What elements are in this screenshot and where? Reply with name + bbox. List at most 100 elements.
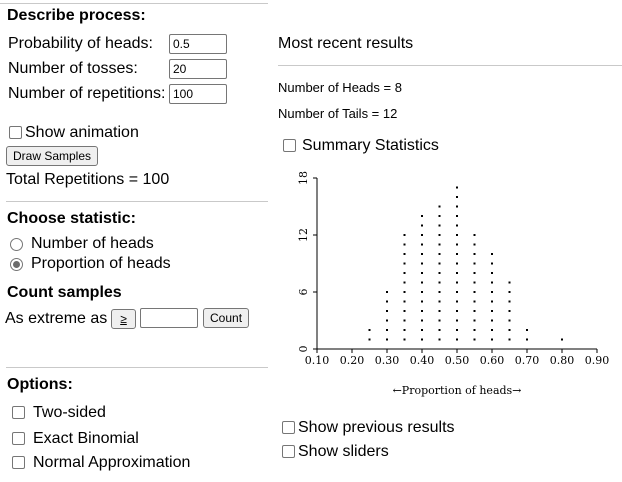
dot-mark <box>368 338 371 341</box>
y-tick-label: 0 <box>297 346 310 353</box>
dot-mark <box>473 272 476 274</box>
two-sided-label: Two-sided <box>33 404 106 421</box>
dot-mark <box>403 329 406 331</box>
exact-binomial-checkbox[interactable] <box>12 432 25 445</box>
dot-mark <box>473 262 476 265</box>
count-button[interactable]: Count <box>203 308 250 328</box>
dot-mark <box>491 262 493 265</box>
show-sliders-checkbox[interactable] <box>282 445 295 458</box>
dot-mark <box>403 262 406 265</box>
exact-binomial-label: Exact Binomial <box>33 430 139 447</box>
dot-mark <box>421 234 423 236</box>
dot-mark <box>438 262 441 265</box>
number-of-heads-result: Number of Heads = 8 <box>278 80 402 95</box>
summary-statistics-checkbox[interactable] <box>283 139 296 152</box>
top-divider <box>0 3 268 4</box>
dot-mark <box>508 338 511 341</box>
draw-samples-button[interactable]: Draw Samples <box>6 146 99 166</box>
dot-mark <box>473 338 476 341</box>
divider-options <box>6 367 268 368</box>
dot-mark <box>421 291 423 293</box>
dot-mark <box>403 281 406 284</box>
x-axis-label: ←Proportion of heads→ <box>393 384 522 397</box>
dot-mark <box>473 310 476 312</box>
dot-mark <box>473 329 476 331</box>
dot-mark <box>421 262 423 265</box>
x-tick-label: 0.10 <box>305 354 330 367</box>
options-heading: Options: <box>7 376 73 393</box>
count-value-input[interactable] <box>140 308 198 328</box>
dot-mark <box>403 243 406 246</box>
dot-mark <box>508 281 511 284</box>
num-reps-input[interactable] <box>169 84 227 104</box>
dot-mark <box>508 319 511 322</box>
x-tick-label: 0.70 <box>515 354 540 367</box>
dot-mark <box>473 300 476 303</box>
show-sliders-label: Show sliders <box>298 443 389 460</box>
dot-mark <box>438 319 441 322</box>
total-repetitions-text: Total Repetitions = 100 <box>6 171 170 188</box>
dot-mark <box>561 338 563 341</box>
x-tick-label: 0.20 <box>340 354 365 367</box>
dot-mark <box>438 300 441 303</box>
x-tick-label: 0.80 <box>550 354 575 367</box>
dot-mark <box>403 300 406 303</box>
show-previous-results-checkbox[interactable] <box>282 421 295 434</box>
prob-heads-input[interactable] <box>169 34 227 54</box>
proportion-of-heads-label: Proportion of heads <box>31 255 171 272</box>
dot-mark <box>456 319 458 322</box>
dot-mark <box>438 253 441 255</box>
most-recent-results-heading: Most recent results <box>278 35 414 52</box>
num-tosses-label: Number of tosses: <box>8 60 138 77</box>
dot-mark <box>403 338 406 341</box>
number-of-heads-label: Number of heads <box>31 235 154 252</box>
dot-mark <box>438 329 441 331</box>
y-tick-label: 18 <box>297 171 310 185</box>
x-tick-label: 0.30 <box>375 354 400 367</box>
dot-mark <box>456 186 458 189</box>
dot-mark <box>508 310 511 312</box>
dot-mark <box>421 281 423 284</box>
x-tick-label: 0.60 <box>480 354 505 367</box>
dot-mark <box>421 319 423 322</box>
dot-mark <box>438 310 441 312</box>
dot-mark <box>386 338 388 341</box>
two-sided-checkbox[interactable] <box>12 406 25 419</box>
dot-mark <box>386 291 388 293</box>
count-samples-heading: Count samples <box>7 284 122 301</box>
proportion-of-heads-radio[interactable] <box>10 258 23 271</box>
divider-statistic <box>6 201 268 202</box>
dot-mark <box>456 215 458 217</box>
dot-mark <box>421 338 423 341</box>
dot-mark <box>421 329 423 331</box>
number-of-heads-radio[interactable] <box>10 238 23 251</box>
dot-mark <box>438 272 441 274</box>
dot-mark <box>438 338 441 341</box>
dot-mark <box>421 300 423 303</box>
dot-mark <box>473 319 476 322</box>
dot-mark <box>473 291 476 293</box>
results-divider <box>278 65 622 66</box>
dot-mark <box>403 291 406 293</box>
show-animation-label: Show animation <box>25 124 139 141</box>
num-reps-label: Number of repetitions: <box>8 85 166 102</box>
dot-mark <box>491 338 493 341</box>
dot-mark <box>438 234 441 236</box>
show-animation-checkbox[interactable] <box>9 126 22 139</box>
dot-mark <box>456 272 458 274</box>
comparison-operator-button[interactable]: ≥ <box>111 309 136 329</box>
dot-mark <box>456 243 458 246</box>
normal-approximation-checkbox[interactable] <box>12 456 25 469</box>
dot-mark <box>438 291 441 293</box>
dot-mark <box>456 262 458 265</box>
dot-mark <box>421 224 423 227</box>
num-tosses-input[interactable] <box>169 59 227 79</box>
dot-mark <box>491 253 493 255</box>
dot-mark <box>421 243 423 246</box>
dot-mark <box>491 310 493 312</box>
dot-mark <box>491 300 493 303</box>
dot-mark <box>526 338 528 341</box>
dot-mark <box>473 234 476 236</box>
dot-mark <box>403 272 406 274</box>
normal-approximation-label: Normal Approximation <box>33 454 191 471</box>
